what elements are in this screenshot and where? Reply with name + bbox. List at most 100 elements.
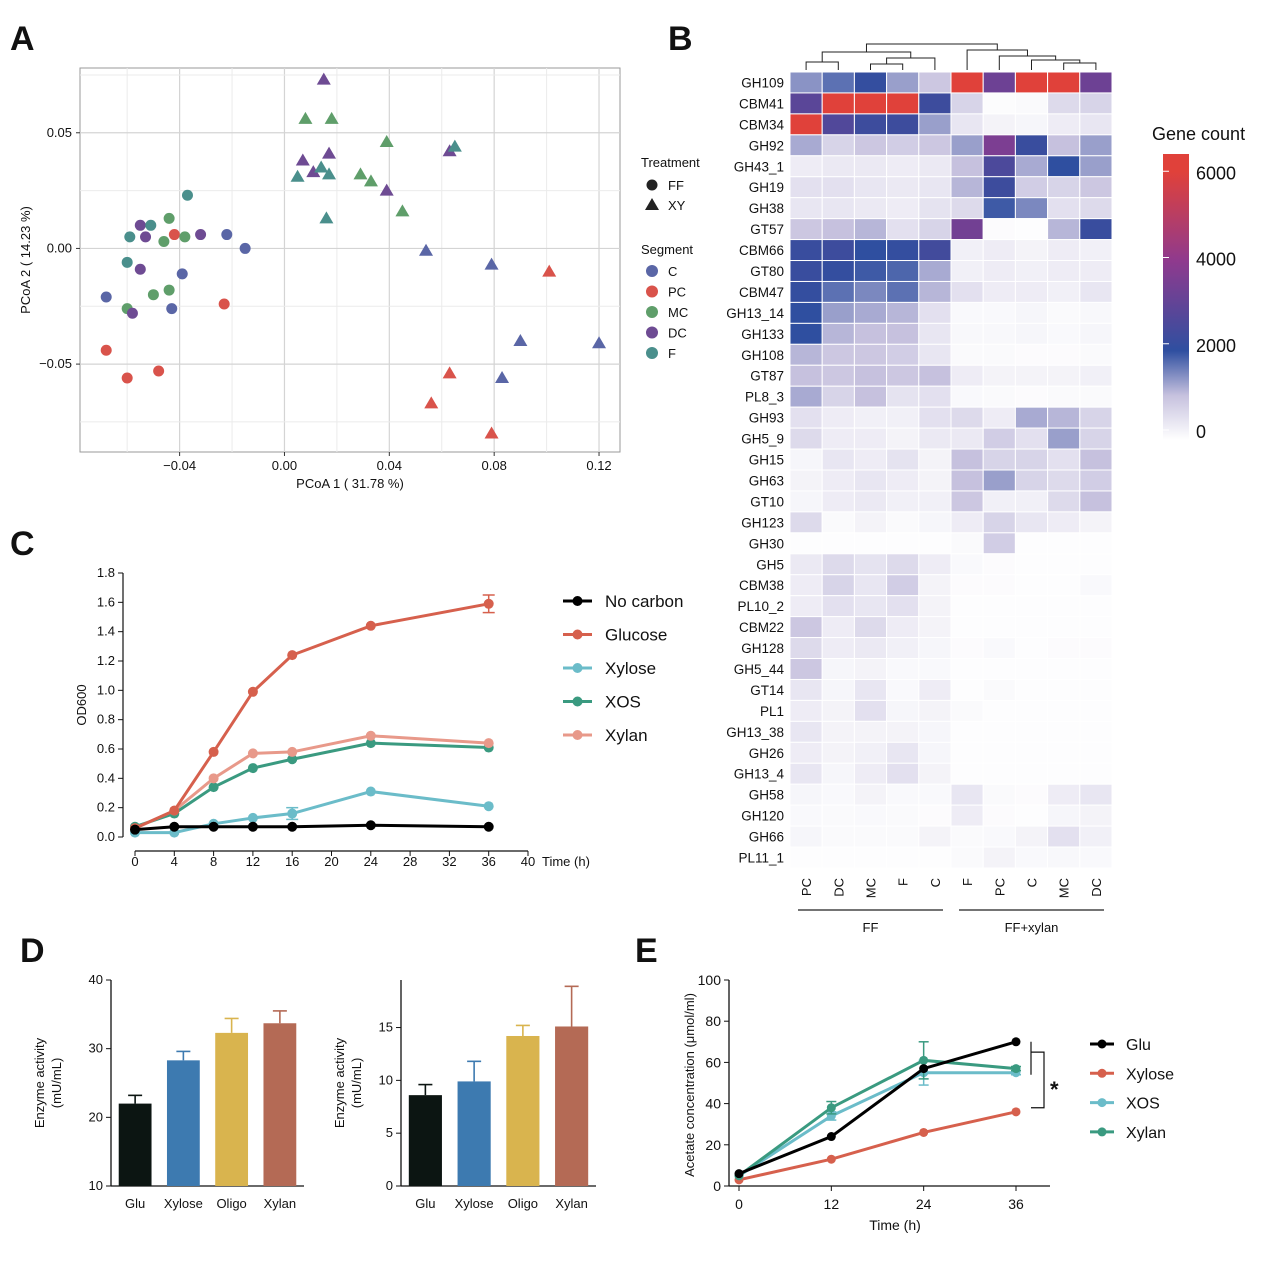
heatmap-cell <box>886 469 920 492</box>
legend-label: Glucose <box>605 626 667 645</box>
heatmap-cell <box>1014 385 1049 408</box>
data-point <box>919 1064 929 1074</box>
row-label: GH123 <box>741 515 784 530</box>
heatmap-cell <box>950 783 984 806</box>
column-label: PC <box>799 878 814 896</box>
legend-segment-label: PC <box>668 285 686 300</box>
heatmap-cell <box>918 197 952 220</box>
row-label: GH93 <box>749 411 784 426</box>
heatmap-cell <box>1047 616 1081 639</box>
y-tick-label: 80 <box>705 1013 721 1029</box>
heatmap-cell <box>982 783 1016 806</box>
heatmap-cell <box>821 511 855 534</box>
heatmap-cell <box>1047 343 1081 366</box>
heatmap-cell <box>1079 762 1113 785</box>
data-point <box>169 821 180 832</box>
heatmap-cell <box>1014 92 1049 115</box>
row-label: GH63 <box>749 473 784 488</box>
heatmap-cell <box>950 595 984 618</box>
legend-segment-swatch <box>646 347 658 359</box>
data-point-triangle <box>298 111 313 124</box>
row-label: CBM34 <box>739 117 785 132</box>
heatmap-cell <box>982 616 1016 639</box>
heatmap-cell <box>1079 720 1113 743</box>
heatmap-cell <box>1047 218 1081 241</box>
y-tick-label: 40 <box>89 972 103 987</box>
legend-treatment-label: FF <box>668 178 684 193</box>
heatmap-cell <box>853 385 888 408</box>
heatmap-cell <box>789 469 823 492</box>
heatmap-cell <box>853 637 888 660</box>
heatmap-cell <box>982 490 1016 513</box>
significance-marker: * <box>1050 1077 1059 1102</box>
data-point-triangle <box>353 167 368 180</box>
legend-marker <box>1097 1068 1107 1078</box>
row-label: GH108 <box>741 348 784 363</box>
data-point-circle <box>153 365 165 377</box>
heatmap-cell <box>789 427 823 450</box>
heatmap-cell <box>1014 741 1049 764</box>
heatmap-cell <box>1014 490 1049 513</box>
heatmap-cell <box>950 825 984 848</box>
heatmap-cell <box>821 280 855 303</box>
data-point-triangle <box>513 333 528 346</box>
row-label: GH13_4 <box>734 767 785 782</box>
heatmap-cell <box>886 260 920 282</box>
heatmap-cell <box>950 343 984 366</box>
row-label: CBM47 <box>739 285 784 300</box>
heatmap-cell <box>1014 553 1049 576</box>
heatmap-cell <box>1047 825 1081 848</box>
heatmap-cell <box>918 678 952 701</box>
row-label: GH5_44 <box>734 662 785 677</box>
category-label: Glu <box>415 1196 435 1211</box>
heatmap-cell <box>1079 699 1113 722</box>
acetate-concentration-chart: 0 20 40 60 80 100 0 12 24 36 Time (h) Acetate conce… <box>682 972 1174 1233</box>
y-tick-label: 60 <box>705 1054 721 1070</box>
data-point-circle <box>166 303 178 315</box>
heatmap-cell <box>1047 699 1081 722</box>
heatmap-cell <box>789 846 823 869</box>
heatmap-cell <box>950 490 984 513</box>
heatmap-cell <box>1079 490 1113 513</box>
heatmap-cell <box>1079 322 1113 345</box>
heatmap-cell <box>821 825 855 848</box>
heatmap-cell <box>1079 448 1113 471</box>
legend-segment-label: MC <box>668 305 688 320</box>
heatmap-cell <box>853 825 888 848</box>
heatmap-cell <box>1047 511 1081 534</box>
heatmap-cell <box>1079 553 1113 576</box>
heatmap-cell <box>950 155 984 178</box>
heatmap-cell <box>853 511 888 534</box>
legend-treatment-title: Treatment <box>641 155 700 170</box>
column-label: DC <box>831 878 846 897</box>
heatmap-cell <box>886 427 920 450</box>
row-label: GH26 <box>749 746 784 761</box>
legend-label: Xylose <box>1126 1066 1174 1083</box>
data-point-triangle <box>442 366 457 379</box>
data-point <box>208 746 219 757</box>
series-line <box>738 1071 1016 1177</box>
y-tick-label: 1.8 <box>97 565 115 580</box>
heatmap-cell <box>950 804 984 827</box>
heatmap-cell <box>918 846 952 869</box>
data-point-circle <box>158 235 170 247</box>
heatmap-cell <box>1079 595 1113 618</box>
heatmap-cell <box>789 134 823 157</box>
heatmap-cell <box>918 280 952 303</box>
heatmap-cell <box>918 322 952 345</box>
heatmap-cell <box>821 720 855 743</box>
data-point-triangle <box>290 169 305 182</box>
heatmap-cell <box>1014 511 1049 534</box>
heatmap-cell <box>821 553 855 576</box>
heatmap-cell <box>1014 637 1049 660</box>
y-axis-title: Enzyme activity (mU/mL) <box>32 1037 64 1128</box>
heatmap-cell <box>918 448 952 471</box>
y-tick-label: 10 <box>379 1072 393 1087</box>
data-point-circle <box>239 242 251 254</box>
column-label: C <box>1025 878 1040 887</box>
heatmap-cell <box>918 637 952 660</box>
heatmap-cell <box>789 490 823 513</box>
data-point-circle <box>195 229 207 241</box>
heatmap-cell <box>1014 280 1049 303</box>
heatmap-cell <box>918 658 952 680</box>
